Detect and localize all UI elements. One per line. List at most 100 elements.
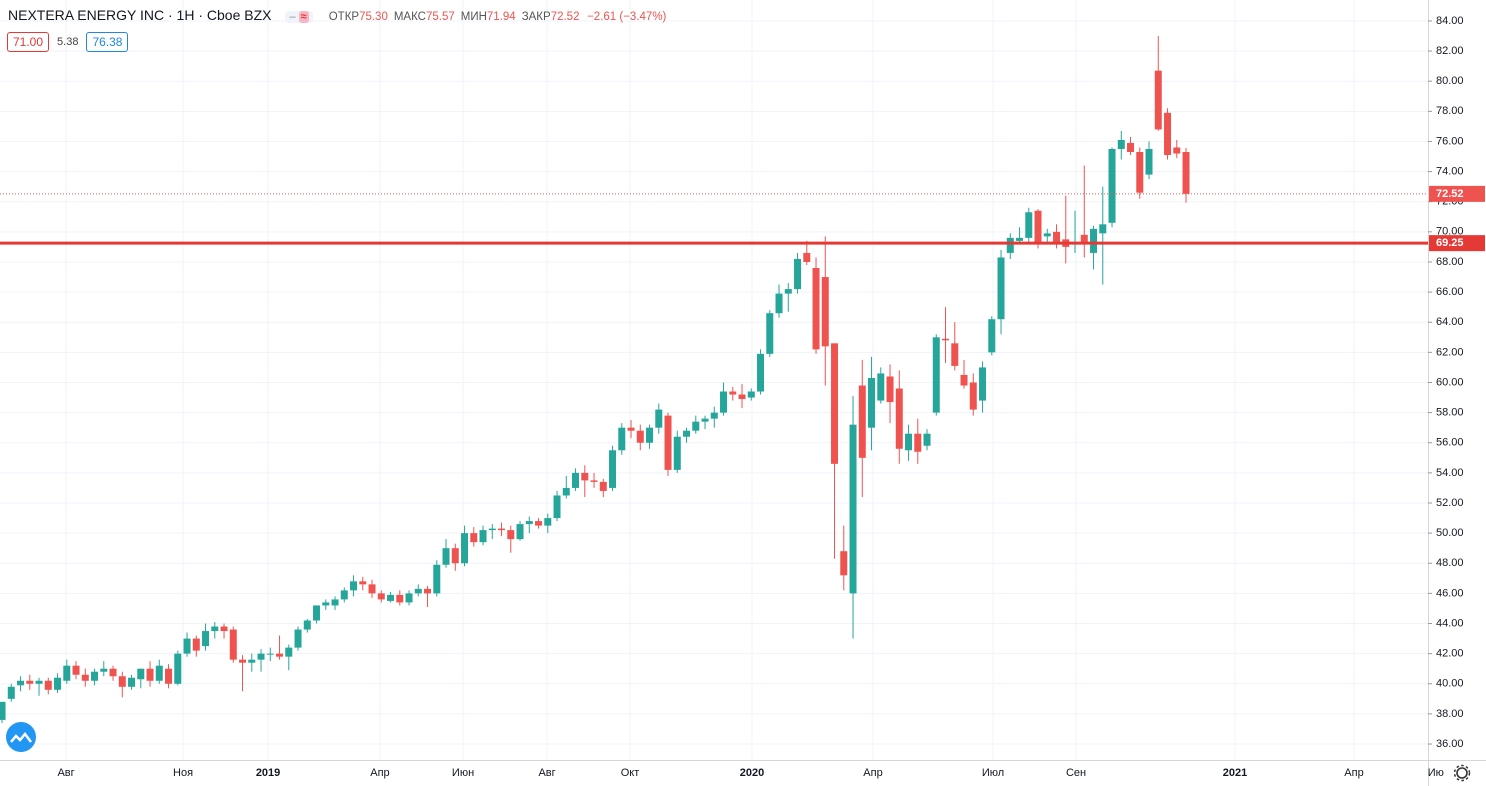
candle-body (377, 593, 385, 600)
ohlc-label: МАКС (393, 11, 426, 23)
y-tick-label: 52.00 (1436, 497, 1464, 509)
last-price-label: 72.52 (1436, 188, 1464, 200)
candle-body (137, 668, 145, 680)
candle-body (81, 674, 89, 681)
candle-body (442, 548, 450, 565)
x-tick-label: 2019 (256, 767, 280, 779)
candle-body (609, 450, 617, 488)
candle-body (359, 581, 367, 585)
candle-body (877, 373, 885, 401)
candle-body (599, 481, 607, 491)
candle-body (35, 680, 43, 684)
candle-body (572, 472, 580, 488)
candle-body (997, 257, 1005, 320)
candle-body (535, 521, 543, 526)
candle-body (1043, 233, 1051, 237)
candle-body (757, 353, 765, 392)
candle-body (784, 289, 792, 294)
y-tick-label: 80.00 (1436, 75, 1464, 87)
y-tick-label: 84.00 (1436, 15, 1464, 27)
candle-body (1136, 152, 1144, 193)
candle-body (479, 530, 487, 543)
spread: 5.38 (57, 36, 79, 48)
y-tick-label: 36.00 (1436, 738, 1464, 750)
gear-teeth[interactable] (1453, 764, 1471, 782)
candle-body (1182, 152, 1190, 194)
candle-body (553, 495, 561, 519)
candle-body (849, 424, 857, 594)
candle-body (1090, 228, 1098, 253)
candle-body (54, 677, 62, 690)
axis-labels: 36.00 38.00 40.00 42.00 44.00 46.00 48.00 50.00… (57, 15, 1485, 779)
toggle[interactable]: – ≈ (285, 11, 313, 23)
candle-body (7, 686, 15, 699)
ohlc-label: ОТКР (328, 11, 360, 23)
y-tick-label: 58.00 (1436, 407, 1464, 419)
bid[interactable]: 71.00 (7, 32, 50, 52)
x-tick-label: Авг (538, 767, 555, 779)
candle-body (738, 394, 746, 400)
candle-body (211, 626, 219, 632)
last-price-box (1429, 185, 1485, 202)
candle-body (655, 409, 663, 428)
candle-body (1025, 212, 1033, 238)
logo[interactable] (6, 722, 36, 752)
x-tick-label: Апр (370, 767, 389, 779)
x-tick-label: Сен (1066, 767, 1086, 779)
candle-body (683, 430, 691, 437)
hline-label: 69.25 (1436, 237, 1464, 249)
gear-icon[interactable] (1456, 767, 1468, 779)
candle-body (960, 374, 968, 386)
candle-body (747, 391, 755, 398)
candle-body (220, 626, 228, 632)
ohlc-value: 71.94 (486, 11, 516, 23)
candle-body (1053, 231, 1061, 243)
candle-body (636, 430, 644, 443)
candle-body (322, 602, 330, 606)
candle-body (590, 480, 598, 482)
candle-body (895, 388, 903, 449)
x-tick-label: Окт (621, 767, 640, 779)
candle-body (350, 581, 358, 591)
candle-body (1080, 234, 1088, 244)
candle-body (44, 680, 52, 690)
candle-body (488, 528, 496, 531)
candle-body (627, 427, 635, 431)
candle-body (1145, 148, 1153, 175)
x-tick-label: 2020 (740, 767, 764, 779)
candle-body (239, 659, 247, 663)
candle-body (775, 293, 783, 314)
candle-body (313, 605, 321, 621)
candle-body (905, 433, 913, 451)
settings-button[interactable] (1453, 764, 1471, 782)
candle-body (525, 521, 533, 525)
candle-body (146, 668, 154, 681)
candle-body (498, 528, 506, 531)
candle-body (470, 533, 478, 543)
candle-body (266, 653, 274, 655)
ohlc-value: 75.30 (359, 11, 388, 23)
candle-body (914, 433, 922, 452)
y-tick-label: 70.00 (1436, 226, 1464, 238)
x-tick-label: Июл (982, 767, 1004, 779)
candle-body (63, 665, 71, 681)
candle-body (729, 391, 737, 395)
candle-body (424, 588, 432, 594)
candle-body (932, 337, 940, 413)
logo-icon[interactable] (10, 731, 32, 743)
candle-body (664, 415, 672, 470)
candle-body (0, 701, 6, 720)
candle-body (831, 343, 839, 464)
candle-body (951, 343, 959, 366)
candle-body (26, 680, 34, 684)
candle-body (766, 313, 774, 354)
candle-body (174, 653, 182, 684)
y-tick-label: 46.00 (1436, 587, 1464, 599)
x-tick-label: Ноя (173, 767, 193, 779)
candle-body (544, 518, 552, 526)
candle-body (840, 551, 848, 576)
candle-body (1154, 70, 1162, 130)
candle-body (165, 668, 173, 684)
ask[interactable]: 76.38 (86, 32, 129, 52)
